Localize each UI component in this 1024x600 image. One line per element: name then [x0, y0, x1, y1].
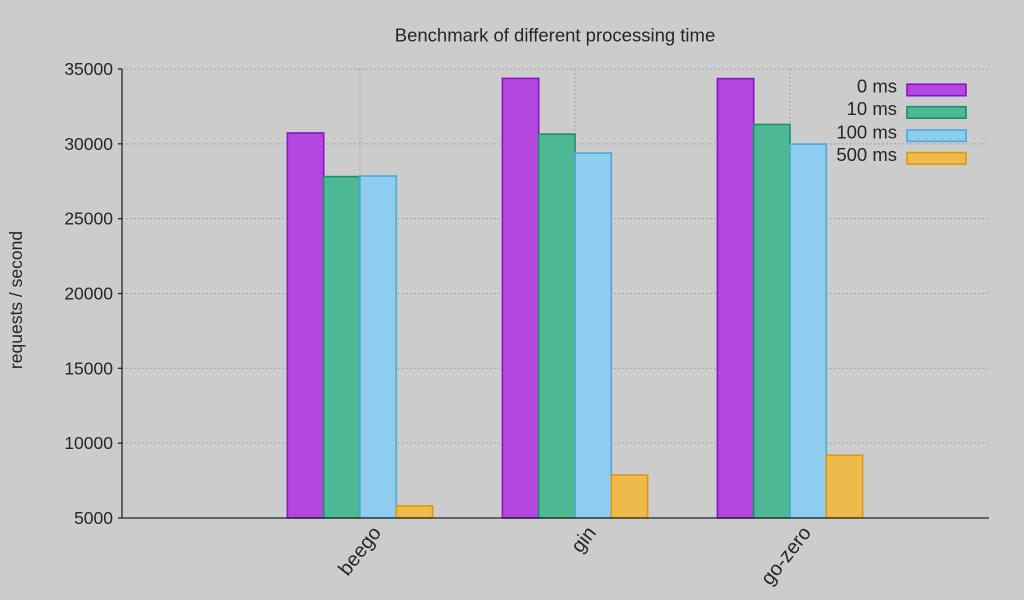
svg-text:15000: 15000 — [64, 358, 113, 378]
svg-text:10 ms: 10 ms — [847, 98, 897, 119]
svg-text:30000: 30000 — [64, 134, 113, 154]
svg-text:Benchmark of different process: Benchmark of different processing time — [395, 25, 715, 46]
svg-text:20000: 20000 — [64, 284, 113, 304]
svg-text:500 ms: 500 ms — [836, 144, 897, 165]
svg-text:5000: 5000 — [74, 508, 113, 528]
svg-text:35000: 35000 — [64, 59, 113, 79]
svg-text:25000: 25000 — [64, 209, 113, 229]
svg-text:100 ms: 100 ms — [836, 121, 897, 142]
svg-text:requests / second: requests / second — [6, 231, 26, 369]
svg-text:0 ms: 0 ms — [857, 76, 897, 97]
svg-text:10000: 10000 — [64, 433, 113, 453]
